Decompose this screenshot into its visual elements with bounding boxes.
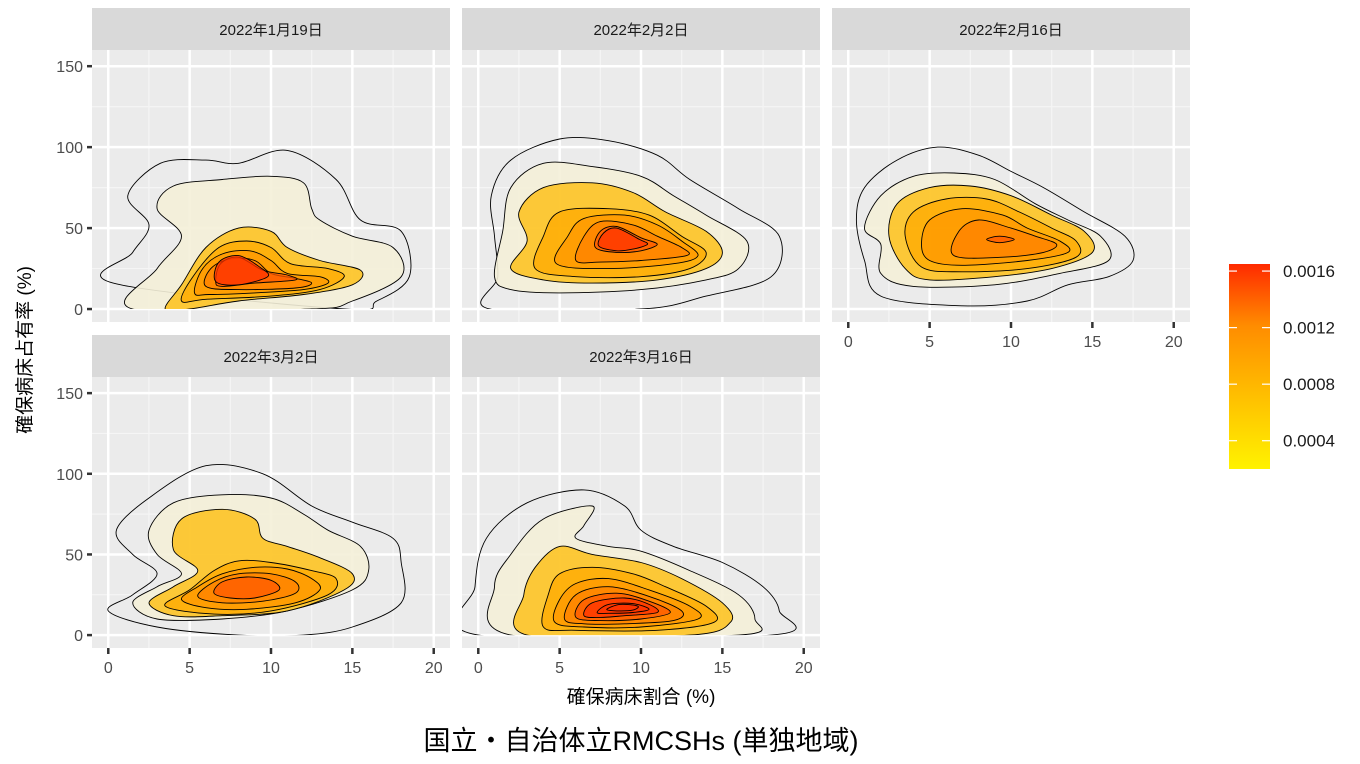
y-tick-label: 0 [74, 628, 83, 645]
y-tick-label: 0 [74, 302, 83, 319]
x-tick-label: 10 [262, 660, 280, 677]
facet-strip [462, 8, 820, 50]
x-tick-label: 15 [713, 660, 731, 677]
facet-panel: 2022年3月2日 0 50 100 150 0 5 10 15 20 [56, 335, 450, 677]
facet-strip-label: 2022年1月19日 [219, 22, 322, 39]
density-contours [855, 146, 1135, 307]
x-axis-title: 確保病床割合 (%) [567, 686, 716, 708]
colorbar-tick-label: 0.0008 [1283, 375, 1335, 394]
y-tick-label: 150 [56, 386, 83, 403]
x-tick-label: 0 [474, 660, 483, 677]
contour-level [213, 576, 281, 600]
facet-strip [462, 335, 820, 377]
contour-level [480, 136, 783, 310]
y-tick-label: 100 [56, 140, 83, 157]
colorbar-tick-label: 0.0012 [1283, 319, 1335, 338]
y-tick-label: 150 [56, 59, 83, 76]
contour-level [213, 255, 270, 286]
contour-level [606, 603, 639, 612]
facet-panel: 2022年1月19日 0 50 100 150 [56, 8, 450, 322]
density-contours [107, 463, 406, 636]
facet-strip-label: 2022年2月16日 [959, 22, 1062, 39]
density-contours [480, 136, 783, 310]
facet-strip [92, 8, 450, 50]
x-tick-label: 15 [343, 660, 361, 677]
x-tick-label: 0 [104, 660, 113, 677]
x-tick-label: 5 [555, 660, 564, 677]
x-tick-label: 15 [1083, 334, 1101, 351]
x-tick-label: 0 [844, 334, 853, 351]
colorbar-tick-label: 0.0004 [1283, 432, 1335, 451]
density-contours [462, 489, 797, 636]
facet-strip-label: 2022年3月16日 [589, 349, 692, 366]
colorbar-ticks: 0.0004 0.0008 0.0012 0.0016 [1229, 262, 1335, 451]
facet-panel: 2022年2月2日 [462, 8, 820, 322]
facet-panel: 2022年3月16日 0 5 10 15 20 [462, 335, 820, 677]
density-contours [100, 149, 412, 310]
chart-caption: 国立・自治体立RMCSHs (単独地域) [424, 726, 859, 756]
x-tick-label: 10 [1002, 334, 1020, 351]
x-tick-label: 5 [925, 334, 934, 351]
facet-strip-label: 2022年3月2日 [223, 349, 318, 366]
contour-level [107, 463, 406, 636]
x-tick-label: 20 [1165, 334, 1183, 351]
facet-panel: 2022年2月16日 0 5 10 15 20 [832, 8, 1190, 351]
y-tick-label: 100 [56, 467, 83, 484]
contour-level [597, 227, 649, 252]
colorbar-gradient [1229, 264, 1270, 469]
facet-strip-label: 2022年2月2日 [593, 22, 688, 39]
x-tick-label: 10 [632, 660, 650, 677]
colorbar-tick-label: 0.0016 [1283, 262, 1335, 281]
y-tick-label: 50 [65, 547, 83, 564]
y-axis-title: 確保病床占有率 (%) [14, 266, 36, 434]
contour-level [100, 149, 412, 310]
contour-level [855, 146, 1135, 307]
x-tick-label: 5 [185, 660, 194, 677]
y-tick-label: 50 [65, 221, 83, 238]
legend-colorbar: 0.0004 0.0008 0.0012 0.0016 [1229, 262, 1335, 469]
x-tick-label: 20 [795, 660, 813, 677]
facet-strip [92, 335, 450, 377]
contour-level [986, 235, 1015, 244]
contour-level [462, 489, 797, 636]
x-tick-label: 20 [425, 660, 443, 677]
facet-strip [832, 8, 1190, 50]
